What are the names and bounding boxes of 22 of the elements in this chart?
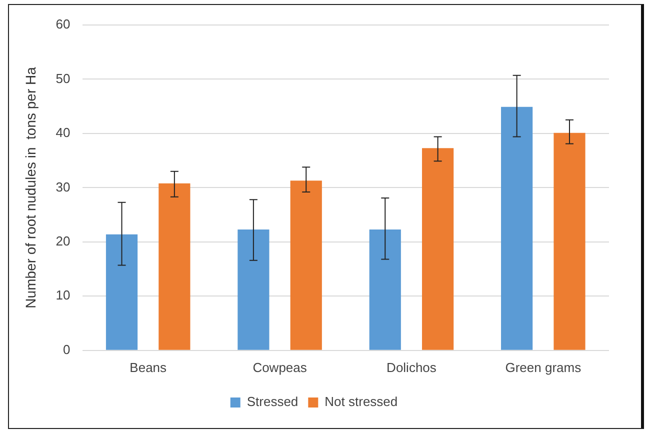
x-tick-label: Beans bbox=[130, 360, 168, 375]
bar bbox=[158, 183, 190, 350]
bar bbox=[238, 229, 270, 350]
bar bbox=[501, 106, 533, 350]
y-tick-label: 10 bbox=[56, 288, 70, 303]
bar bbox=[554, 132, 586, 350]
x-tick-label: Cowpeas bbox=[252, 360, 308, 375]
bar bbox=[106, 234, 138, 350]
y-tick-label: 30 bbox=[56, 179, 70, 194]
legend-label: Stressed bbox=[246, 394, 298, 410]
bar bbox=[422, 148, 454, 350]
y-tick-label: 20 bbox=[56, 234, 70, 249]
x-tick-label: Dolichos bbox=[386, 360, 437, 375]
bar bbox=[290, 180, 322, 350]
y-tick-label: 40 bbox=[56, 125, 70, 140]
y-tick-label: 60 bbox=[56, 16, 70, 32]
x-tick-label: Green grams bbox=[505, 360, 582, 375]
legend-label: Not stressed bbox=[324, 394, 398, 410]
y-tick-label: 50 bbox=[56, 70, 70, 86]
y-axis-title: Number of root nudules in tons per Ha bbox=[22, 66, 38, 308]
y-tick-label: 0 bbox=[63, 342, 70, 357]
bar bbox=[369, 229, 401, 350]
